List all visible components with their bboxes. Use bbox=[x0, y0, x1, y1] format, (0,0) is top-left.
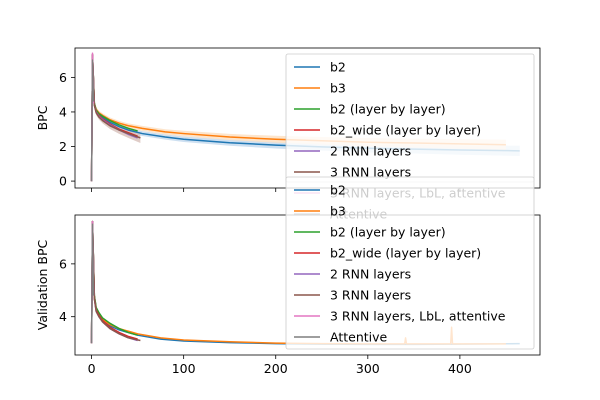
y-axis-label: Validation BPC bbox=[35, 239, 50, 330]
legend-label: 3 RNN layers bbox=[330, 288, 411, 303]
band-b2 bbox=[94, 101, 520, 157]
x-tick-label: 400 bbox=[448, 361, 472, 376]
legend-label: b2_wide (layer by layer) bbox=[330, 123, 481, 138]
y-tick-label: 6 bbox=[59, 70, 67, 85]
series-line-3-rnn-layers bbox=[90, 54, 141, 182]
bottom-panel: 0 100 200 300 400 4 6 Validation BPC b2 b3 b2 (lay… bbox=[35, 176, 541, 376]
legend-label: 3 RNN layers, LbL, attentive bbox=[330, 309, 506, 324]
y-tick-label: 0 bbox=[59, 174, 67, 189]
legend-box bbox=[285, 53, 535, 183]
series-line-attentive bbox=[90, 223, 95, 344]
y-tick-label: 4 bbox=[59, 104, 67, 119]
x-tick-label: 200 bbox=[264, 361, 288, 376]
x-tick-label: 0 bbox=[88, 361, 96, 376]
legend-label: b2 bbox=[330, 60, 346, 75]
series-line-b2-layer-by-layer- bbox=[90, 220, 138, 344]
legend-label: 3 RNN layers bbox=[330, 165, 411, 180]
x-tick-label: 300 bbox=[356, 361, 380, 376]
legend-box bbox=[285, 176, 535, 350]
series-line-b2-wide-layer-by-layer- bbox=[90, 220, 138, 344]
legend: b2 b3 b2 (layer by layer) b2_wide (layer by… bbox=[285, 176, 535, 350]
legend-label: b2 bbox=[330, 183, 346, 198]
series-line-attentive bbox=[90, 59, 95, 182]
legend-label: Attentive bbox=[330, 330, 388, 345]
series-line-3-rnn-layers bbox=[90, 220, 141, 344]
legend-label: b2_wide (layer by layer) bbox=[330, 246, 481, 261]
series-line-2-rnn-layers bbox=[90, 220, 138, 344]
legend-label: b3 bbox=[330, 204, 346, 219]
y-tick-label: 4 bbox=[59, 309, 67, 324]
x-tick-label: 100 bbox=[172, 361, 196, 376]
legend-label: 2 RNN layers bbox=[330, 144, 411, 159]
legend-label: b2 (layer by layer) bbox=[330, 225, 446, 240]
legend-label: 2 RNN layers bbox=[330, 267, 411, 282]
legend-label: b2 (layer by layer) bbox=[330, 102, 446, 117]
y-tick-label: 2 bbox=[59, 139, 67, 154]
legend-label: b3 bbox=[330, 81, 346, 96]
y-tick-label: 6 bbox=[59, 256, 67, 271]
y-axis-label: BPC bbox=[35, 105, 50, 130]
